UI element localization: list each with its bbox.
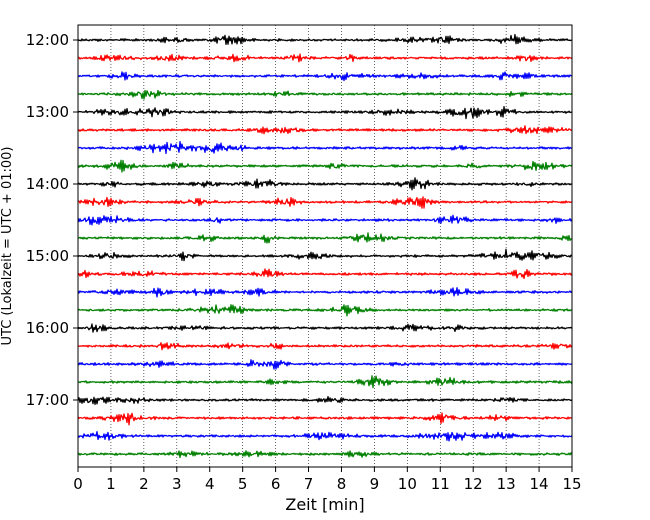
trace-1645 — [77, 375, 573, 389]
x-tick-label: 6 — [271, 475, 281, 493]
trace-1500 — [77, 248, 573, 262]
trace-1415 — [77, 196, 573, 209]
x-axis-label: Zeit [min] — [285, 495, 364, 514]
x-tick-label: 4 — [205, 475, 215, 493]
plot-frame — [77, 24, 573, 468]
x-tick-label: 1 — [106, 475, 116, 493]
trace-1230 — [77, 71, 573, 82]
y-tick-label: 16:00 — [26, 319, 69, 337]
x-tick-label: 5 — [238, 475, 248, 493]
y-axis-label: UTC (Lokalzeit = UTC + 01:00) — [0, 147, 15, 346]
y-tick-label: 13:00 — [26, 103, 69, 121]
x-axis: 0 1 2 3 4 5 6 7 8 9 10 11 12 13 14 15 — [73, 467, 582, 493]
y-tick-label: 12:00 — [26, 31, 69, 49]
x-tick-label: 15 — [562, 475, 581, 493]
x-tick-label: 11 — [431, 475, 450, 493]
x-tick-label: 2 — [139, 475, 149, 493]
x-tick-label: 0 — [73, 475, 83, 493]
trace-group — [77, 33, 573, 459]
x-tick-label: 9 — [370, 475, 380, 493]
trace-1730 — [77, 431, 573, 442]
trace-1245 — [77, 89, 573, 100]
trace-1200 — [77, 33, 573, 46]
trace-1215 — [77, 53, 573, 63]
x-tick-label: 10 — [398, 475, 417, 493]
y-axis: 12:00 13:00 14:00 15:00 16:00 17:00 — [26, 31, 78, 409]
trace-1600 — [77, 323, 573, 333]
x-tick-label: 7 — [304, 475, 314, 493]
trace-1530 — [77, 287, 573, 298]
trace-1345 — [77, 159, 573, 173]
trace-1715 — [77, 412, 573, 426]
trace-1400 — [77, 177, 573, 191]
x-tick-label: 14 — [530, 475, 549, 493]
x-tick-label: 3 — [172, 475, 182, 493]
x-tick-label: 12 — [464, 475, 483, 493]
trace-1300 — [77, 106, 573, 120]
trace-1545 — [77, 304, 573, 317]
trace-1330 — [77, 140, 573, 155]
x-tick-label: 13 — [497, 475, 516, 493]
trace-1430 — [77, 214, 573, 226]
trace-1445 — [77, 232, 573, 244]
y-tick-label: 15:00 — [26, 247, 69, 265]
trace-1745 — [77, 450, 573, 459]
x-tick-label: 8 — [337, 475, 347, 493]
trace-1700 — [77, 396, 573, 406]
trace-1615 — [77, 342, 573, 351]
trace-1515 — [77, 268, 573, 280]
trace-1315 — [77, 125, 573, 135]
y-tick-label: 17:00 — [26, 391, 69, 409]
trace-1630 — [77, 359, 573, 370]
y-tick-label: 14:00 — [26, 175, 69, 193]
